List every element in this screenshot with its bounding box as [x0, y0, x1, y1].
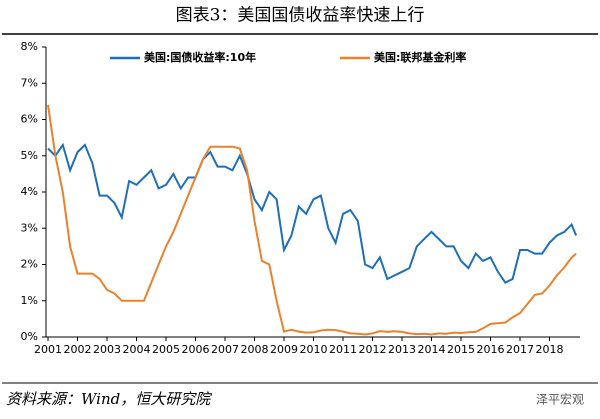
y-tick-label: 4%	[21, 185, 38, 198]
x-tick-label: 2002	[64, 343, 92, 356]
x-tick-label: 2013	[388, 343, 416, 356]
x-tick-label: 2011	[329, 343, 357, 356]
x-tick-label: 2007	[211, 343, 239, 356]
x-tick-label: 2005	[152, 343, 180, 356]
watermark: 泽平宏观	[536, 392, 584, 407]
y-tick-label: 8%	[21, 40, 38, 53]
x-tick-label: 2006	[182, 343, 210, 356]
series-line	[47, 142, 578, 284]
x-tick-label: 2001	[34, 343, 62, 356]
x-tick-label: 2009	[270, 343, 298, 356]
x-tick-label: 2012	[359, 343, 387, 356]
y-tick-label: 1%	[21, 294, 38, 307]
y-tick-label: 6%	[21, 113, 38, 126]
chart-title: 图表3：美国国债收益率快速上行	[176, 6, 425, 26]
legend-label: 美国:国债收益率:10年	[144, 50, 256, 64]
y-tick-label: 3%	[21, 221, 38, 234]
y-tick-label: 7%	[21, 76, 38, 89]
x-tick-label: 2017	[506, 343, 534, 356]
y-tick-label: 0%	[21, 330, 38, 343]
x-tick-label: 2004	[123, 343, 151, 356]
y-tick-label: 5%	[21, 149, 38, 162]
legend-label: 美国:联邦基金利率	[374, 50, 466, 64]
source: 资料来源：Wind，恒大研究院	[6, 390, 212, 408]
x-tick-label: 2018	[536, 343, 564, 356]
x-tick-label: 2003	[93, 343, 121, 356]
x-tick-label: 2008	[241, 343, 269, 356]
x-tick-label: 2014	[418, 343, 446, 356]
x-tick-label: 2010	[300, 343, 328, 356]
series-line	[47, 104, 577, 336]
x-tick-label: 2016	[477, 343, 505, 356]
y-tick-label: 2%	[21, 258, 38, 271]
x-tick-label: 2015	[447, 343, 475, 356]
